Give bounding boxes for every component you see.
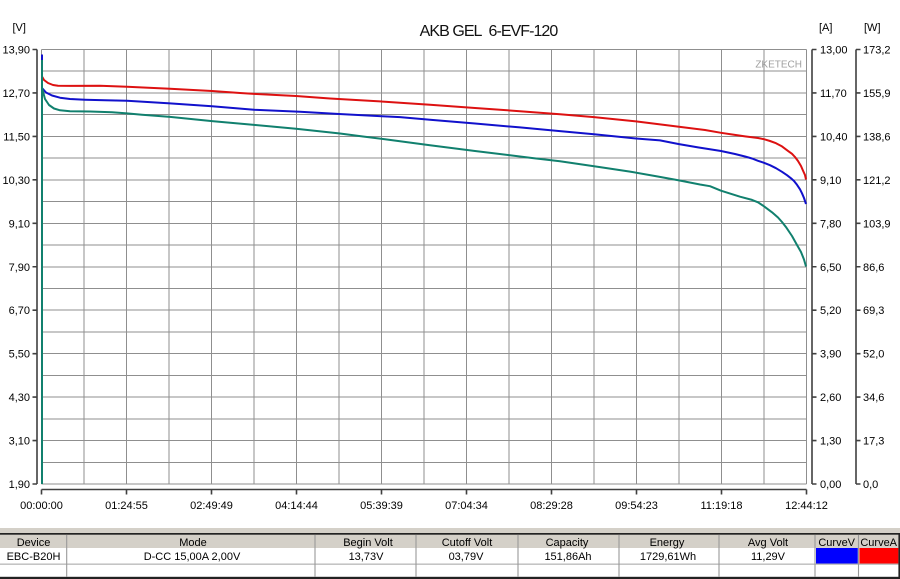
svg-text:03,79V: 03,79V bbox=[449, 551, 485, 563]
svg-text:Capacity: Capacity bbox=[546, 537, 589, 549]
svg-text:13,90: 13,90 bbox=[2, 45, 30, 57]
svg-text:86,6: 86,6 bbox=[863, 262, 884, 274]
svg-text:13,73V: 13,73V bbox=[349, 551, 385, 563]
svg-text:173,2: 173,2 bbox=[863, 45, 891, 57]
svg-text:151,86Ah: 151,86Ah bbox=[544, 551, 591, 563]
svg-text:3,90: 3,90 bbox=[820, 349, 841, 361]
svg-text:1,30: 1,30 bbox=[820, 436, 841, 448]
svg-text:Avg Volt: Avg Volt bbox=[748, 537, 788, 549]
svg-text:08:29:28: 08:29:28 bbox=[530, 500, 573, 512]
svg-text:CurveA: CurveA bbox=[860, 537, 897, 549]
svg-text:0,00: 0,00 bbox=[820, 479, 841, 491]
svg-text:9,10: 9,10 bbox=[9, 218, 30, 230]
svg-text:1729,61Wh: 1729,61Wh bbox=[640, 551, 696, 563]
svg-text:69,3: 69,3 bbox=[863, 305, 884, 317]
svg-text:07:04:34: 07:04:34 bbox=[445, 500, 488, 512]
svg-text:Begin Volt: Begin Volt bbox=[343, 537, 393, 549]
svg-text:6,50: 6,50 bbox=[820, 262, 841, 274]
svg-text:121,2: 121,2 bbox=[863, 175, 891, 187]
svg-text:52,0: 52,0 bbox=[863, 349, 884, 361]
svg-text:11,70: 11,70 bbox=[820, 88, 847, 100]
svg-text:13,00: 13,00 bbox=[820, 45, 848, 57]
svg-text:[W]: [W] bbox=[864, 22, 881, 34]
svg-text:00:00:00: 00:00:00 bbox=[20, 500, 63, 512]
svg-text:2,60: 2,60 bbox=[820, 392, 841, 404]
svg-text:AKB GEL 6-EVF-120: AKB GEL 6-EVF-120 bbox=[420, 23, 559, 40]
svg-text:09:54:23: 09:54:23 bbox=[615, 500, 658, 512]
svg-text:ZKETECH: ZKETECH bbox=[755, 60, 802, 71]
svg-text:Cutoff Volt: Cutoff Volt bbox=[442, 537, 493, 549]
svg-text:7,80: 7,80 bbox=[820, 218, 841, 230]
svg-text:01:24:55: 01:24:55 bbox=[105, 500, 148, 512]
svg-text:CurveV: CurveV bbox=[818, 537, 855, 549]
svg-text:0,0: 0,0 bbox=[863, 479, 878, 491]
svg-text:Energy: Energy bbox=[650, 537, 685, 549]
svg-text:02:49:49: 02:49:49 bbox=[190, 500, 233, 512]
svg-text:[A]: [A] bbox=[819, 22, 832, 34]
svg-text:11,50: 11,50 bbox=[3, 131, 30, 143]
svg-text:3,10: 3,10 bbox=[9, 436, 30, 448]
svg-text:12,70: 12,70 bbox=[2, 88, 30, 100]
svg-text:155,9: 155,9 bbox=[863, 88, 891, 100]
svg-text:1,90: 1,90 bbox=[9, 479, 30, 491]
svg-text:4,30: 4,30 bbox=[9, 392, 30, 404]
svg-text:D-CC 15,00A 2,00V: D-CC 15,00A 2,00V bbox=[144, 551, 241, 563]
svg-text:103,9: 103,9 bbox=[863, 218, 891, 230]
svg-text:05:39:39: 05:39:39 bbox=[360, 500, 403, 512]
svg-text:04:14:44: 04:14:44 bbox=[275, 500, 318, 512]
svg-text:7,90: 7,90 bbox=[9, 262, 30, 274]
svg-text:10,30: 10,30 bbox=[2, 175, 30, 187]
svg-text:12:44:12: 12:44:12 bbox=[785, 500, 828, 512]
svg-text:17,3: 17,3 bbox=[863, 436, 884, 448]
svg-text:9,10: 9,10 bbox=[820, 175, 841, 187]
svg-text:34,6: 34,6 bbox=[863, 392, 884, 404]
svg-text:138,6: 138,6 bbox=[863, 131, 891, 143]
svg-text:5,20: 5,20 bbox=[820, 305, 841, 317]
svg-text:Device: Device bbox=[17, 537, 51, 549]
svg-text:Mode: Mode bbox=[179, 537, 207, 549]
svg-text:11,29V: 11,29V bbox=[751, 551, 786, 563]
svg-text:EBC-B20H: EBC-B20H bbox=[7, 551, 61, 563]
svg-text:5,50: 5,50 bbox=[9, 349, 30, 361]
svg-text:10,40: 10,40 bbox=[820, 131, 848, 143]
svg-text:11:19:18: 11:19:18 bbox=[700, 500, 742, 512]
svg-text:[V]: [V] bbox=[13, 22, 26, 34]
svg-text:6,70: 6,70 bbox=[9, 305, 30, 317]
